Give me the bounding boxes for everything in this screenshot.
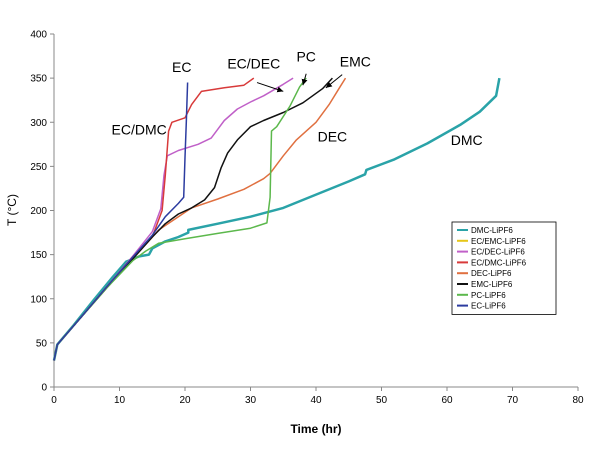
y-tick-label: 100 xyxy=(30,294,47,305)
annotation-layer: EC EC/DEC PC EMC EC/DMC DEC DMC xyxy=(112,48,483,148)
legend-entry: EC/DMC-LiPF6 xyxy=(471,258,527,267)
x-tick-label: 80 xyxy=(572,395,584,406)
y-tick-label: 300 xyxy=(30,118,47,129)
annotation-ec-dmc: EC/DMC xyxy=(112,122,167,138)
legend-entry: EC/DEC-LiPF6 xyxy=(471,248,525,257)
axes: 0 10 20 30 40 50 60 70 80 0 50 100 150 200 250 300 350 40… xyxy=(30,30,584,407)
x-tick-label: 10 xyxy=(114,395,126,406)
y-axis-title: T (°C) xyxy=(5,194,19,226)
y-tick-label: 200 xyxy=(30,206,47,217)
x-tick-label: 50 xyxy=(376,395,388,406)
y-tick-label: 400 xyxy=(30,30,47,41)
x-tick-label: 60 xyxy=(441,395,453,406)
annotation-dmc: DMC xyxy=(451,132,483,148)
legend-box xyxy=(451,221,557,315)
y-tick-label: 0 xyxy=(41,383,47,394)
annotation-emc: EMC xyxy=(340,54,371,70)
series-layer xyxy=(52,77,501,361)
y-tick-label: 50 xyxy=(36,338,48,349)
x-tick-label: 30 xyxy=(245,395,257,406)
annotation-ec: EC xyxy=(172,59,191,75)
x-axis-title: Time (hr) xyxy=(290,422,341,436)
y-tick-label: 150 xyxy=(30,250,47,261)
series-line-ec-lipf6 xyxy=(53,82,189,361)
annotation-arrow xyxy=(256,82,284,93)
legend-entry: EC/EMC-LiPF6 xyxy=(471,237,526,246)
legend-entry: EC-LiPF6 xyxy=(471,302,506,311)
legend-entry: PC-LiPF6 xyxy=(471,291,506,300)
legend-entry: EMC-LiPF6 xyxy=(471,280,513,289)
annotation-pc: PC xyxy=(296,48,315,64)
x-tick-label: 20 xyxy=(179,395,191,406)
x-tick-label: 0 xyxy=(51,395,57,406)
annotation-dec: DEC xyxy=(318,129,348,145)
series-line-dmc-lipf6 xyxy=(52,77,501,361)
annotation-ec-dec: EC/DEC xyxy=(227,55,280,71)
annotation-arrow xyxy=(301,73,308,86)
x-tick-label: 70 xyxy=(507,395,519,406)
legend-entry: DMC-LiPF6 xyxy=(471,226,513,235)
legend-entry: DEC-LiPF6 xyxy=(471,269,512,278)
annotation-arrow xyxy=(325,74,343,89)
y-tick-label: 350 xyxy=(30,74,47,85)
y-tick-label: 250 xyxy=(30,162,47,173)
x-tick-label: 40 xyxy=(310,395,322,406)
legend: DMC-LiPF6 EC/EMC-LiPF6 EC/DEC-LiPF6EC/DMC-… xyxy=(451,221,557,315)
